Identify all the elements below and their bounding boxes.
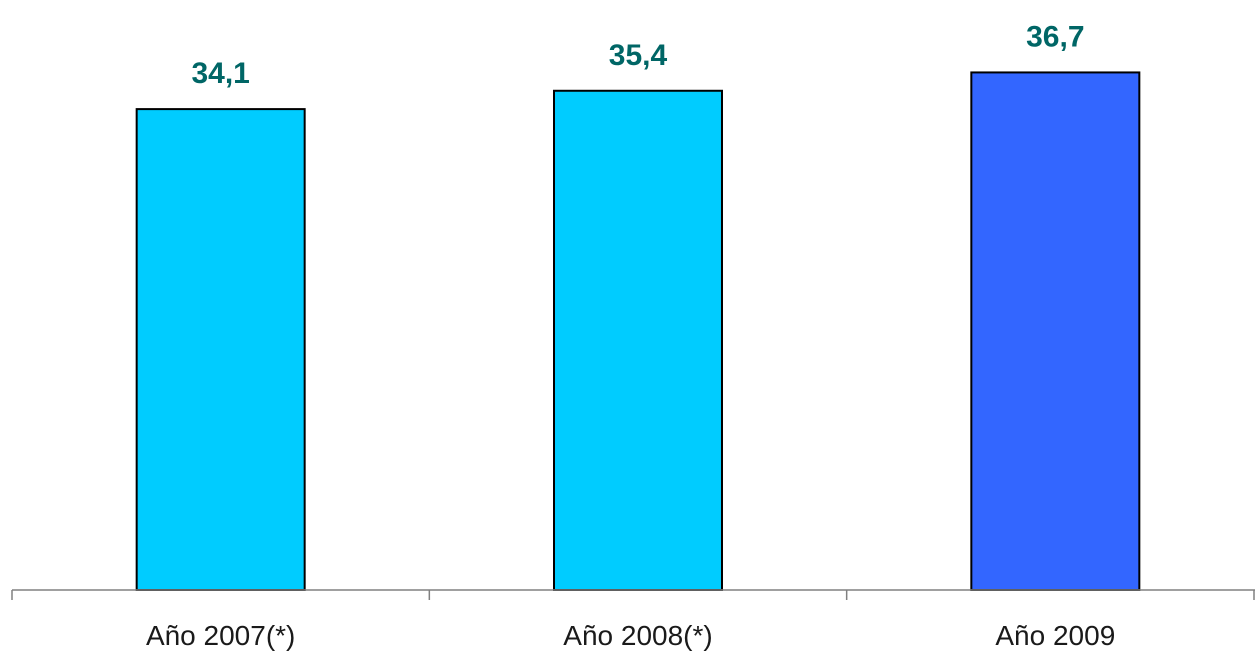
category-label: Año 2008(*) [563,620,712,651]
bar-value-label: 35,4 [609,39,668,72]
category-label: Año 2009 [995,620,1115,651]
bar [554,91,722,590]
category-label: Año 2007(*) [146,620,295,651]
category-labels-group: Año 2007(*) Año 2008(*) Año 2009 [146,620,1115,651]
bar [137,109,305,590]
value-labels-group: 34,1 35,4 36,7 [191,20,1084,90]
bar-value-label: 36,7 [1026,20,1084,53]
bar [971,72,1139,590]
bar-value-label: 34,1 [191,57,249,90]
x-axis-ticks [12,590,1254,600]
bars-group [137,72,1140,590]
